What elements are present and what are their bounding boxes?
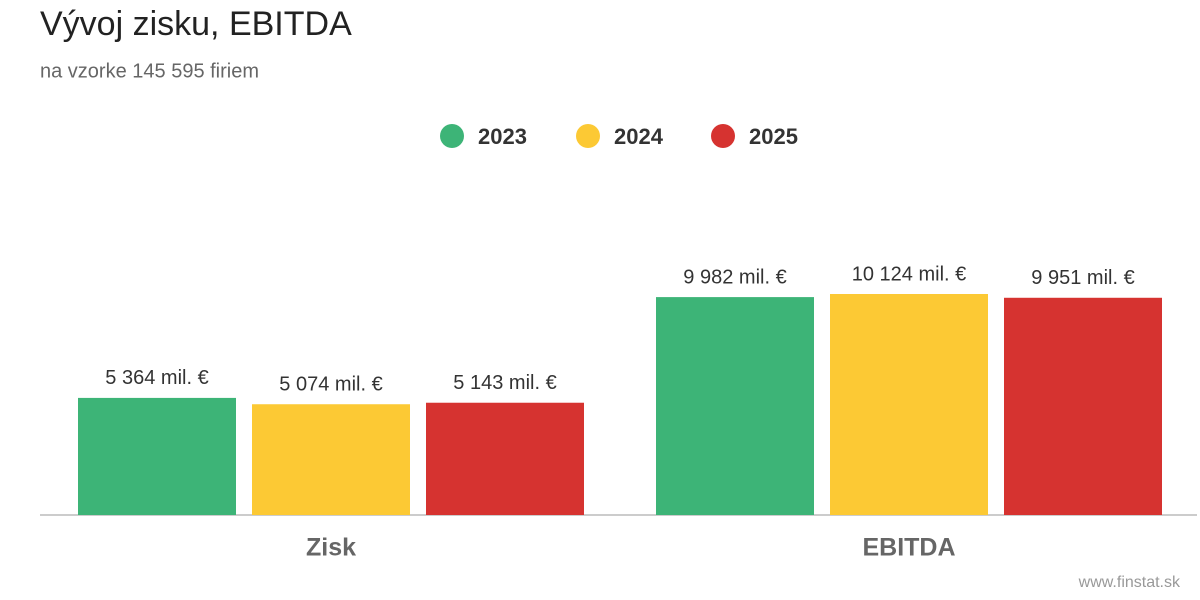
legend-label: 2025 xyxy=(749,124,798,149)
value-label: 5 364 mil. € xyxy=(105,367,208,389)
value-label: 5 143 mil. € xyxy=(453,372,556,394)
chart-subtitle: na vzorke 145 595 firiem xyxy=(40,60,259,82)
x-tick-label: EBITDA xyxy=(862,534,955,562)
value-label: 9 951 mil. € xyxy=(1031,267,1134,289)
value-label: 5 074 mil. € xyxy=(279,374,382,396)
legend-label: 2023 xyxy=(478,124,527,149)
source: www.finstat.sk xyxy=(1078,574,1181,591)
bar xyxy=(426,402,584,515)
bar xyxy=(78,397,236,515)
bar xyxy=(830,294,988,515)
bar xyxy=(1004,297,1162,515)
legend-marker xyxy=(576,124,600,148)
value-label: 10 124 mil. € xyxy=(852,263,967,285)
legend-marker xyxy=(711,124,735,148)
legend-marker xyxy=(440,124,464,148)
x-tick-label: Zisk xyxy=(306,534,356,562)
chart-title: Vývoj zisku, EBITDA xyxy=(40,5,352,43)
legend-label: 2024 xyxy=(614,124,664,149)
value-label: 9 982 mil. € xyxy=(683,266,786,288)
bar xyxy=(252,404,410,515)
bar xyxy=(656,297,814,515)
